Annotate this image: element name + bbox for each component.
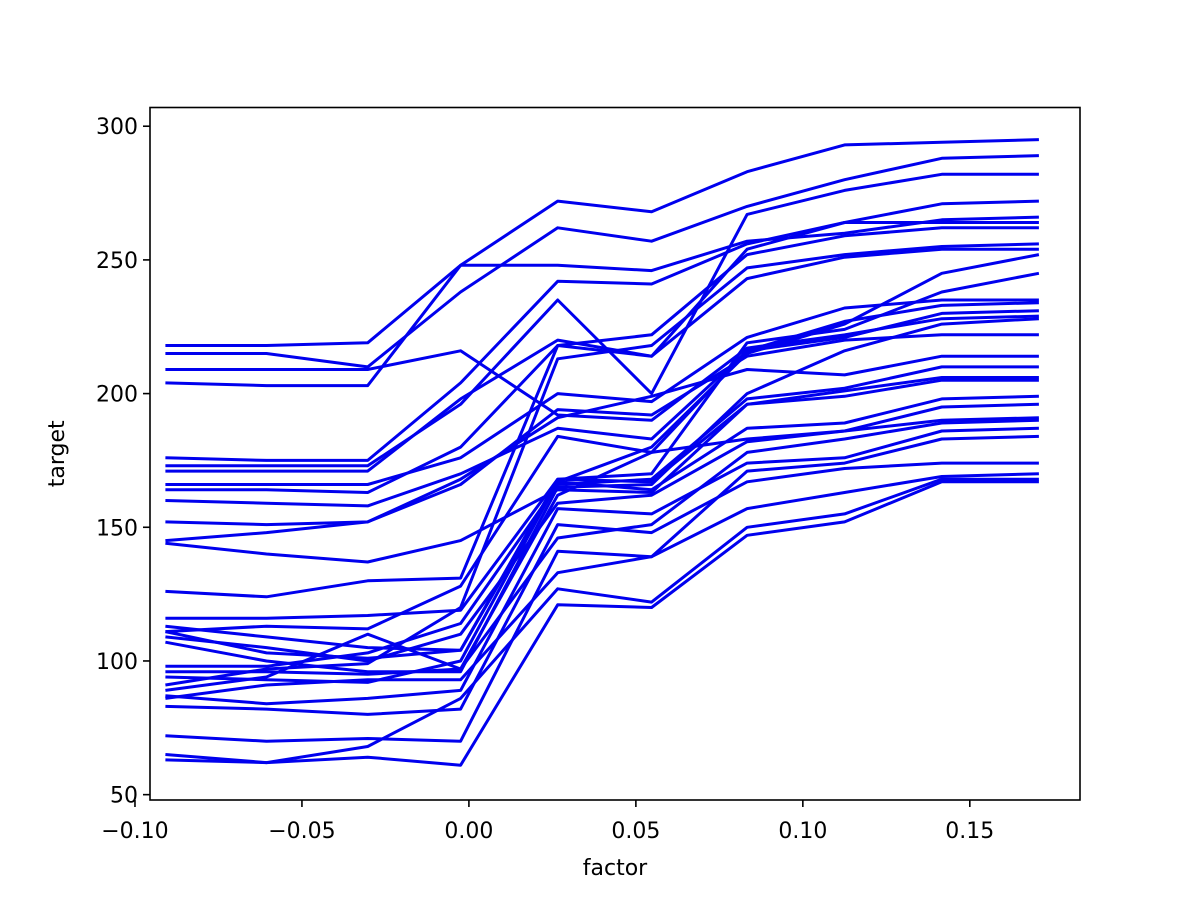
x-axis-label: factor [583, 856, 648, 881]
series-line-30 [165, 477, 1039, 765]
series-line-26 [165, 426, 1039, 706]
series-line-7 [165, 199, 1039, 473]
y-axis: 50 100 150 200 250 300 [96, 115, 150, 809]
x-tick-label: 0.05 [611, 819, 660, 844]
plot-frame [149, 106, 1081, 801]
series-line-17 [165, 309, 1039, 634]
series-line-29 [165, 472, 1039, 743]
x-tick-label: 0.10 [778, 819, 827, 844]
y-axis-label: target [45, 420, 70, 487]
series-line-31 [165, 480, 1039, 767]
x-tick-label: 0.15 [945, 819, 994, 844]
series-line-4 [165, 138, 1039, 388]
series-line-10 [165, 301, 1039, 508]
series-line-5 [165, 221, 1039, 462]
series-layer [165, 138, 1040, 767]
y-tick-label: 200 [96, 383, 138, 408]
series-line-28 [165, 461, 1039, 716]
series-line-8 [165, 298, 1039, 486]
series-line-1 [165, 215, 1039, 347]
x-tick-label: −0.05 [268, 819, 335, 844]
series-line-27 [165, 434, 1039, 700]
y-tick-label: 150 [96, 516, 138, 541]
series-line-14 [165, 226, 1039, 599]
x-tick-label: 0.00 [444, 819, 493, 844]
y-tick-label: 250 [96, 249, 138, 274]
y-tick-label: 300 [96, 115, 138, 140]
series-line-25 [165, 418, 1039, 692]
series-line-21 [165, 365, 1039, 668]
series-line-22 [165, 402, 1039, 676]
x-axis: −0.10 −0.05 0.00 0.05 0.10 0.15 [101, 800, 994, 844]
series-line-12 [165, 354, 1039, 543]
series-line-13 [165, 376, 1039, 564]
series-line-2 [165, 154, 1039, 369]
y-tick-label: 100 [96, 650, 138, 675]
y-tick-label: 50 [110, 784, 138, 809]
series-line-24 [165, 242, 1039, 687]
x-tick-label: −0.10 [101, 819, 168, 844]
